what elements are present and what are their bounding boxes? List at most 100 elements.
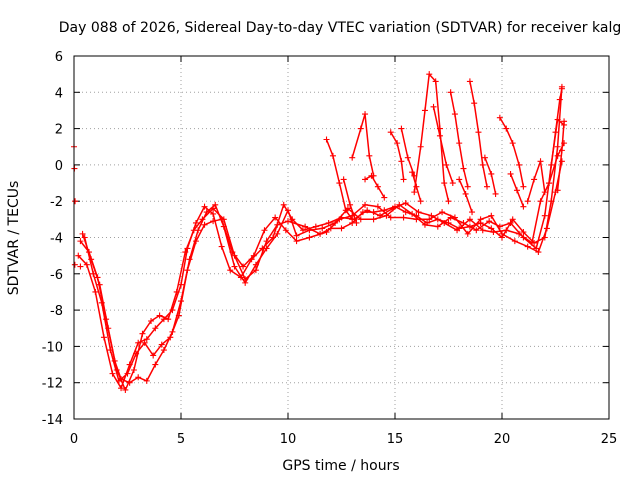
series-track-3-point	[118, 385, 125, 392]
spike-spike-5-line	[390, 131, 405, 180]
series-track-2-point	[507, 219, 514, 226]
series-track-3-point	[516, 230, 523, 237]
series-track-3-point	[160, 316, 167, 323]
y-tick-label: -4	[50, 232, 63, 247]
series-track-2-point	[486, 218, 493, 225]
series-track-4-point	[167, 334, 174, 341]
spike-spike-18-point	[561, 118, 568, 125]
x-tick-label: 5	[177, 432, 185, 447]
spike-spike-8-point	[445, 198, 452, 205]
series-track-2-point	[252, 261, 259, 268]
series-track-4-line	[83, 161, 563, 382]
spike-spike-16-point	[531, 176, 538, 183]
series-track-3-point	[479, 227, 486, 234]
spike-spike-3-point	[362, 111, 369, 118]
series-track-4-point	[543, 225, 550, 232]
spike-spike-10-point	[460, 165, 467, 172]
series-track-4-point	[426, 216, 433, 223]
series-track-2-point	[357, 216, 364, 223]
spike-spike-9-point	[436, 132, 443, 139]
x-axis-label: GPS time / hours	[282, 458, 399, 474]
spike-spike-14-point	[503, 125, 510, 132]
series-track-3-point	[237, 274, 244, 281]
spike-spike-3-point	[366, 152, 373, 159]
y-tick-label: -14	[42, 413, 63, 428]
series-track-4-point	[184, 267, 191, 274]
y-tick-label: 4	[55, 86, 63, 101]
spike-spike-8-point	[441, 180, 448, 187]
series-track-3-point	[152, 325, 159, 332]
spike-spike-4-point	[381, 194, 388, 201]
series-track-4-point	[439, 209, 446, 216]
series-track-3-point	[415, 209, 422, 216]
series-track-2-point	[434, 223, 441, 230]
series-track-1-point	[509, 216, 516, 223]
series-track-2-point	[319, 225, 326, 232]
y-tick-label: 6	[55, 50, 63, 65]
spike-spike-3-line	[351, 113, 375, 176]
series-track-3-point	[389, 205, 396, 212]
series-track-3-point	[143, 336, 150, 343]
spike-spike-18-point	[558, 147, 565, 154]
series-track-3-point	[364, 207, 371, 214]
series-track-4-point	[323, 229, 330, 236]
series-track-4-point	[387, 214, 394, 221]
series-track-4-point	[413, 216, 420, 223]
spike-spike-10-point	[456, 140, 463, 147]
spike-spike-11-point	[471, 100, 478, 107]
series-track-4-point	[400, 214, 407, 221]
series-track-3-point	[218, 243, 225, 250]
series-track-3-point	[192, 219, 199, 226]
series-track-3-point	[270, 234, 277, 241]
spike-spike-16-point	[537, 158, 544, 165]
series-track-3-point	[490, 229, 497, 236]
series-track-2-point	[473, 227, 480, 234]
series-track-4-point	[499, 230, 505, 237]
series-track-1-point	[285, 218, 291, 225]
spike-spike-3-point	[349, 154, 356, 161]
spike-spike-10-line	[449, 92, 469, 187]
spike-spike-7-point	[409, 169, 416, 176]
spike-spike-15-point	[520, 203, 527, 210]
series-track-4-point	[158, 341, 165, 348]
spike-spike-14-point	[496, 114, 503, 121]
series-track-4-point	[558, 158, 565, 165]
series-track-3-point	[259, 245, 266, 252]
spike-spike-11-point	[479, 161, 486, 168]
spike-spike-2-point	[353, 219, 360, 226]
spike-spike-2-point	[340, 176, 347, 183]
series-track-3-point	[169, 307, 176, 314]
series-track-2-point	[541, 212, 548, 219]
series-track-4-point	[201, 221, 208, 228]
spike-spike-13-point	[492, 190, 499, 197]
series-track-4-point	[192, 238, 199, 245]
series-track-3-point	[454, 227, 461, 234]
series-track-4-point	[150, 352, 157, 359]
series-track-1-point	[488, 225, 495, 232]
spike-spike-13-point	[481, 154, 488, 161]
series-track-3-point	[537, 198, 544, 205]
series-track-2-point	[370, 216, 377, 223]
series-track-1-point	[520, 229, 527, 236]
spike-spike-9-line	[432, 106, 454, 184]
x-tick-label: 20	[494, 432, 511, 447]
spike-spike-4-line	[364, 175, 385, 198]
series-track-2-point	[126, 379, 133, 386]
series-track-4-point	[511, 238, 518, 245]
x-tick-label: 0	[70, 432, 78, 447]
spike-spike-16-line	[526, 160, 546, 202]
series-track-3-point	[441, 219, 448, 226]
spike-spike-16-point	[541, 189, 548, 196]
series-track-4-point	[293, 238, 300, 245]
spike-spike-8-point	[426, 71, 433, 78]
series-track-4-point	[488, 212, 495, 219]
grid-lines	[74, 56, 609, 419]
spike-spike-17-point	[556, 96, 563, 103]
series-track-3-point	[109, 370, 116, 377]
series-track-4-point	[272, 214, 279, 221]
series-track-2-point	[135, 374, 142, 381]
series-track-3-point	[201, 203, 208, 210]
spike-spike-8-line	[413, 73, 450, 202]
y-tick-label: 2	[55, 123, 63, 138]
